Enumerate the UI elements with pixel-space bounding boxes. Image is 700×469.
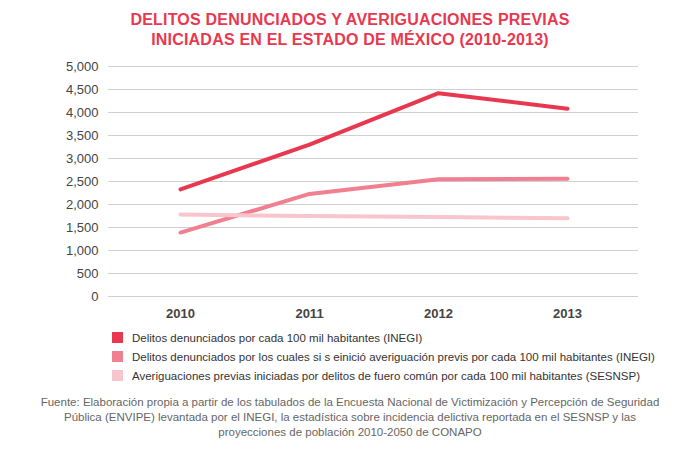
svg-text:500: 500 — [77, 266, 99, 281]
svg-text:0: 0 — [91, 289, 98, 304]
svg-text:4,500: 4,500 — [66, 82, 99, 97]
html-text:Delitos denunciados por cada 1: Delitos denunciados por cada 100 mil hab… — [132, 331, 423, 344]
svg-text:1,000: 1,000 — [66, 243, 99, 258]
svg-text:2012: 2012 — [424, 306, 453, 321]
svg-text:3,000: 3,000 — [66, 151, 99, 166]
svg-text:2010: 2010 — [166, 306, 195, 321]
svg-text:2013: 2013 — [553, 306, 582, 321]
svg-text:1,500: 1,500 — [66, 220, 99, 235]
svg-text:2,500: 2,500 — [66, 174, 99, 189]
svg-text:2,000: 2,000 — [66, 197, 99, 212]
svg-text:2011: 2011 — [295, 306, 323, 321]
svg-text:5,000: 5,000 — [66, 59, 99, 74]
svg-text:3,500: 3,500 — [66, 128, 99, 143]
html-text:Delitos denunciados por los cu: Delitos denunciados por los cuales si s … — [132, 350, 655, 363]
html-text:Fuente: Elaboración propia a p: Fuente: Elaboración propia a partir de l… — [40, 396, 660, 438]
svg-text:4,000: 4,000 — [66, 105, 99, 120]
html-text:DELITOS DENUNCIADOS Y AVERIGUA: DELITOS DENUNCIADOS Y AVERIGUACIONES PRE… — [130, 11, 570, 48]
html-text:Averiguaciones previas iniciad: Averiguaciones previas iniciadas por del… — [132, 369, 640, 382]
